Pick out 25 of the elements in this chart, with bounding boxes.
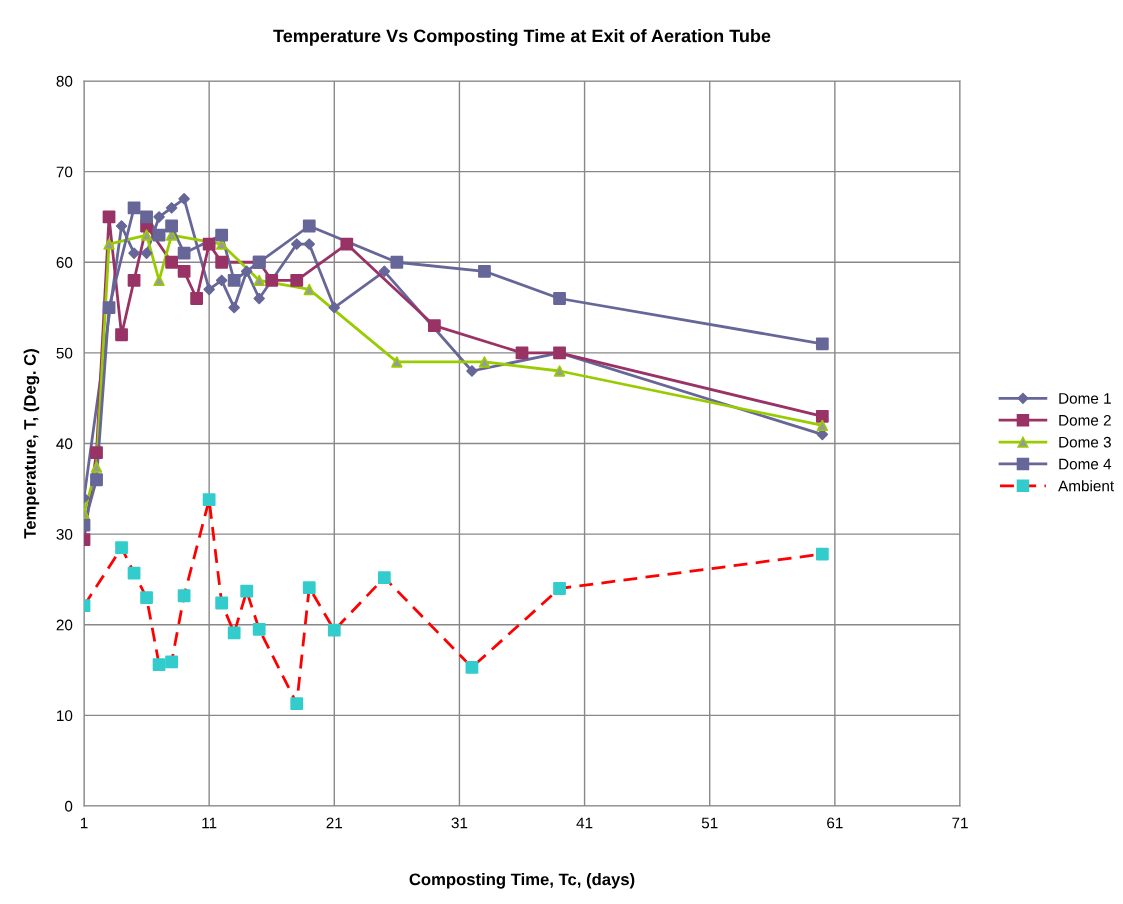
y-tick-label: 10	[57, 710, 73, 722]
x-tick-label: 71	[952, 817, 968, 829]
x-tick-label: 41	[576, 817, 593, 829]
y-tick-label: 60	[56, 257, 73, 268]
x-tick-label: 1	[80, 817, 88, 829]
x-tick-label: 21	[326, 817, 343, 829]
y-tick-label: 20	[56, 619, 73, 631]
y-axis-title: Temperature, T, (Deg. C)	[23, 349, 40, 539]
legend-label: Dome 3	[1059, 436, 1111, 448]
chart-title: Temperature Vs Composting Time at Exit of Aeration Tube	[273, 29, 771, 46]
x-axis-title: Composting Time, Tc, (days)	[409, 873, 635, 889]
y-tick-label: 30	[56, 528, 73, 540]
y-tick-label: 50	[56, 347, 73, 359]
y-tick-label: 40	[56, 438, 73, 450]
x-tick-label: 11	[202, 817, 217, 829]
x-tick-label: 31	[451, 817, 468, 829]
y-tick-label: 0	[64, 800, 73, 812]
legend-label: Dome 4	[1059, 458, 1112, 470]
legend-label: Dome 1	[1059, 393, 1111, 404]
x-tick-label: 61	[827, 817, 843, 829]
legend-label: Dome 2	[1059, 414, 1111, 426]
y-tick-label: 70	[56, 166, 73, 178]
y-tick-label: 80	[56, 75, 73, 87]
x-tick-label: 51	[701, 817, 718, 829]
legend-label: Ambient	[1058, 480, 1115, 492]
